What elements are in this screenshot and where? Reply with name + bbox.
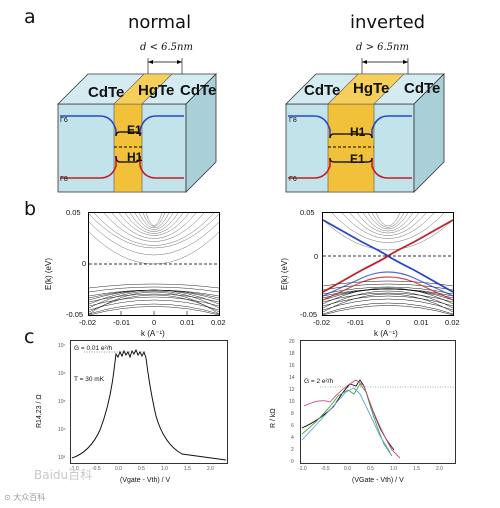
normal-dispersion-xtick-4: 0.01 [180,318,195,327]
normal-dispersion-plot [88,212,220,316]
normal-dispersion-ytick-top: 0.05 [66,208,81,217]
normal-resistance-xtick-5: 1.0 [161,466,168,472]
normal-band-label-bottom: Γ8 [60,176,68,183]
inverted-resistance-annotation-g: G = 2 e²/h [304,378,334,385]
inverted-resistance-ytick-5: 12 [289,387,295,393]
normal-dispersion-ylabel: E(k) (eV) [44,258,53,290]
normal-resistance-xtick-4: 0.5 [138,466,145,472]
normal-center-hgte: HgTe [138,82,175,99]
inverted-resistance-ytick-7: 8 [291,411,294,417]
inverted-band-label-bottom: Γ6 [289,176,297,183]
inverted-left-cdte: CdTe [304,82,341,99]
inverted-resistance-xtick-5: 1.0 [390,466,397,472]
normal-left-cdte: CdTe [88,84,125,101]
watermark-small: ⊙ 大众百科 [4,493,46,502]
panel-label-a: a [24,6,36,28]
inverted-resistance-xlabel: (VGate - Vth) / V [352,477,404,484]
normal-resistance-xtick-7: 2.0 [207,466,214,472]
normal-dispersion-xlabel: k (A⁻¹) [141,329,165,338]
inverted-dispersion-xtick-5: 0.02 [445,318,460,327]
normal-resistance-xtick-1: -1.0 [70,466,79,472]
normal-quantum-well-diagram [57,58,217,193]
inverted-quantum-well-diagram [285,58,445,193]
normal-resistance-xtick-2: -0.5 [92,466,101,472]
normal-resistance-ylabel: R14,23 / Ω [36,394,43,428]
inverted-resistance-ytick-1: 20 [289,339,295,345]
normal-band-label-top: Γ6 [60,117,68,124]
normal-resistance-xtick-3: 0.0 [115,466,122,472]
inverted-dispersion-ylabel: E(k) (eV) [280,258,289,290]
inverted-resistance-xtick-1: -1.0 [298,466,307,472]
normal-resistance-ytick-2: 10⁶ [58,371,66,377]
inverted-e1-level: E1 [350,152,365,166]
inverted-dispersion-xlabel: k (A⁻¹) [374,329,398,338]
inverted-resistance-xtick-3: 0.0 [344,466,351,472]
inverted-resistance-ytick-11: 0 [291,459,294,465]
inverted-resistance-ytick-9: 4 [291,435,294,441]
normal-resistance-ytick-3: 10⁵ [58,399,66,405]
normal-resistance-xlabel: (Vgate - Vth) / V [120,477,171,484]
normal-e1-level: E1 [127,123,142,137]
inverted-resistance-xtick-6: 1.5 [413,466,420,472]
inverted-resistance-ytick-8: 6 [291,423,294,429]
inverted-dispersion-ytick-zero: 0 [314,252,319,261]
inverted-resistance-ytick-10: 2 [291,447,294,453]
normal-right-cdte: CdTe [180,82,217,99]
inverted-resistance-ytick-4: 14 [289,375,295,381]
inverted-dispersion-ytick-bottom: -0.05 [300,310,318,319]
inverted-dispersion-xtick-3: 0 [386,318,391,327]
inverted-resistance-ylabel: R / kΩ [270,408,277,428]
normal-condition: d < 6.5nm [140,42,193,53]
normal-dispersion-xtick-5: 0.02 [211,318,226,327]
inverted-right-cdte: CdTe [404,80,441,97]
inverted-resistance-plot [300,340,456,464]
inverted-dispersion-xtick-4: 0.01 [414,318,429,327]
watermark-brand: Baidu百科 [34,468,93,482]
inverted-title: inverted [350,12,426,33]
normal-resistance-ytick-5: 10³ [58,455,66,461]
inverted-dispersion-xtick-1: -0.02 [313,318,331,327]
inverted-resistance-xtick-7: 2.0 [436,466,443,472]
normal-resistance-annotation-g: G = 0.01 e²/h [74,345,113,352]
panel-label-b: b [24,198,37,220]
normal-h1-level: H1 [127,150,143,164]
normal-dispersion-xtick-1: -0.02 [79,318,97,327]
normal-resistance-ytick-4: 10⁴ [58,427,66,433]
inverted-condition: d > 6.5nm [356,42,409,53]
normal-dispersion-ytick-zero: 0 [82,259,87,268]
normal-dispersion-ytick-bottom: -0.05 [66,310,84,319]
inverted-dispersion-xtick-2: -0.01 [347,318,365,327]
inverted-resistance-xtick-4: 0.5 [367,466,374,472]
inverted-band-label-top: Γ8 [289,117,297,124]
panel-label-c: c [24,326,35,348]
normal-resistance-ytick-1: 10⁷ [58,343,66,349]
inverted-dispersion-plot [322,212,454,316]
inverted-dispersion-ytick-top: 0.05 [300,208,315,217]
normal-dispersion-xtick-3: 0 [152,318,157,327]
normal-resistance-annotation-t: T = 30 mK [74,376,105,383]
normal-resistance-plot [70,340,228,464]
inverted-resistance-ytick-2: 18 [289,351,295,357]
inverted-center-hgte: HgTe [353,80,390,97]
normal-resistance-xtick-6: 1.5 [184,466,191,472]
inverted-resistance-ytick-6: 10 [289,399,295,405]
inverted-resistance-xtick-2: -0.5 [321,466,330,472]
normal-dispersion-xtick-2: -0.01 [113,318,131,327]
inverted-resistance-ytick-3: 16 [289,363,295,369]
normal-title: normal [128,12,192,33]
inverted-h1-level: H1 [350,125,366,139]
